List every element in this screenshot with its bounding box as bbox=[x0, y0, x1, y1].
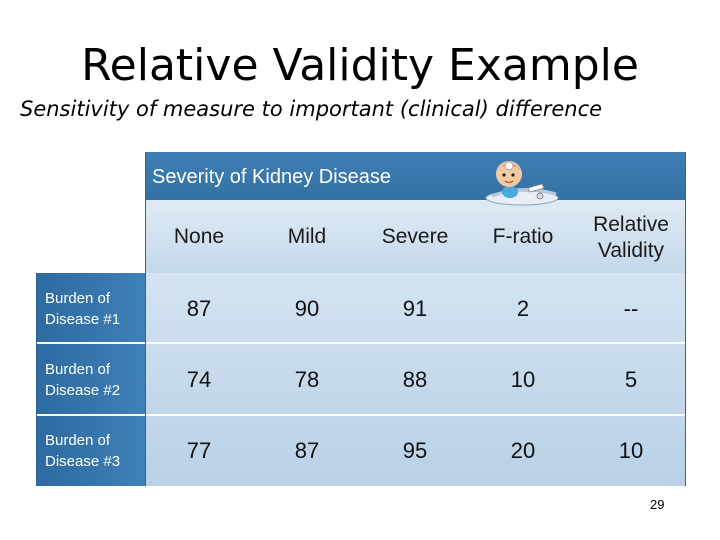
row-header-2: Burden of Disease #2 bbox=[45, 361, 121, 399]
table-cell: 88 bbox=[402, 367, 428, 392]
table-body-band bbox=[145, 273, 685, 486]
table-cell: 10 bbox=[618, 438, 644, 463]
table-cell: 95 bbox=[402, 438, 428, 463]
column-header-f-ratio: F-ratio bbox=[492, 225, 554, 248]
table-cell: -- bbox=[623, 296, 639, 321]
column-header-none: None bbox=[173, 225, 225, 248]
table-cell: 91 bbox=[402, 296, 428, 321]
row-header-1: Burden of Disease #1 bbox=[45, 290, 121, 328]
page-number: 29 bbox=[650, 497, 665, 512]
column-header-mild: Mild bbox=[287, 225, 327, 248]
table-banner bbox=[145, 152, 685, 200]
table-border-left bbox=[36, 273, 37, 486]
column-header-band bbox=[145, 200, 685, 273]
slide-subtitle: Sensitivity of measure to important (cli… bbox=[20, 97, 603, 121]
table-cell: 20 bbox=[510, 438, 536, 463]
table-banner-text: Severity of Kidney Disease bbox=[152, 166, 392, 188]
table-cell: 2 bbox=[516, 296, 530, 321]
table-cell: 87 bbox=[294, 438, 320, 463]
column-header-relative-validity: Relative Validity bbox=[593, 213, 669, 262]
table-cell: 5 bbox=[624, 367, 638, 392]
table-cell: 74 bbox=[186, 367, 212, 392]
table-cell: 10 bbox=[510, 367, 536, 392]
table-cell: 78 bbox=[294, 367, 320, 392]
table-cell: 87 bbox=[186, 296, 212, 321]
row-header-3: Burden of Disease #3 bbox=[45, 432, 121, 470]
table-cell: 77 bbox=[186, 438, 212, 463]
row-divider bbox=[36, 342, 685, 344]
doctor-mascot-icon bbox=[485, 161, 559, 206]
column-header-severe: Severe bbox=[381, 225, 449, 248]
column-divider bbox=[145, 152, 146, 486]
row-divider bbox=[36, 414, 685, 416]
slide-title: Relative Validity Example bbox=[81, 40, 639, 91]
table-cell: 90 bbox=[294, 296, 320, 321]
row-header-band bbox=[36, 273, 145, 486]
table-border-right bbox=[685, 152, 686, 486]
